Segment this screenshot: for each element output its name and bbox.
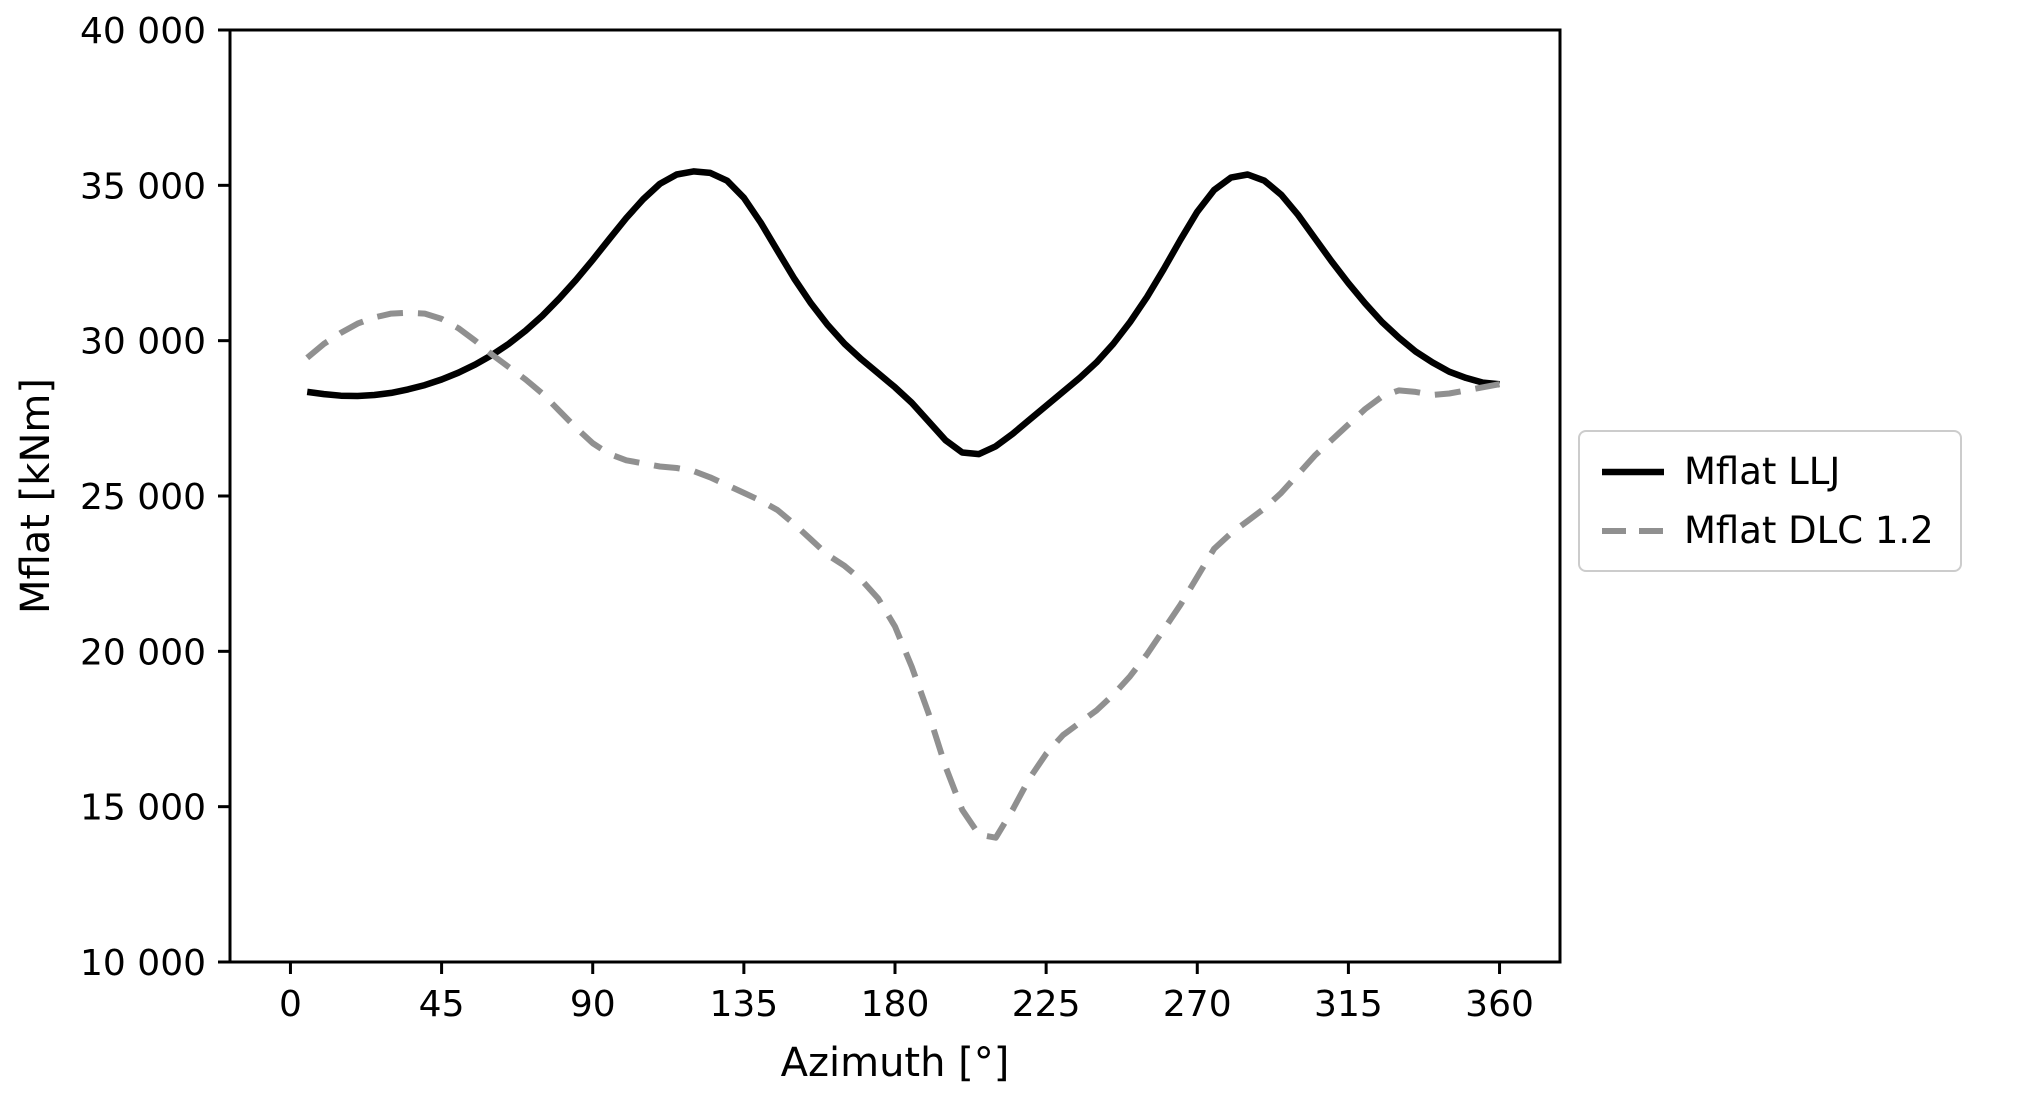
x-tick-label: 135 <box>710 984 779 1025</box>
y-axis-label: Mflat [kNm] <box>13 378 59 614</box>
legend-label: Mflat LLJ <box>1684 450 1841 493</box>
y-tick-label: 10 000 <box>80 943 206 984</box>
series-line-mflat-dlc-1-2 <box>305 309 1501 841</box>
x-tick-label: 225 <box>1012 984 1081 1025</box>
y-tick-label: 20 000 <box>80 632 206 673</box>
legend-item-mflat-llj: Mflat LLJ <box>1600 450 1934 493</box>
legend-item-mflat-dlc: Mflat DLC 1.2 <box>1600 509 1934 552</box>
legend-label: Mflat DLC 1.2 <box>1684 509 1934 552</box>
x-tick-label: 315 <box>1314 984 1383 1025</box>
y-tick-label: 25 000 <box>80 477 206 518</box>
x-tick-label: 0 <box>279 984 302 1025</box>
y-tick-label: 40 000 <box>80 11 206 52</box>
x-tick-label: 180 <box>861 984 930 1025</box>
legend-dashed-line-icon <box>1602 527 1664 534</box>
x-tick-label: 45 <box>419 984 465 1025</box>
y-tick-label: 30 000 <box>80 322 206 363</box>
y-tick-label: 35 000 <box>80 166 206 207</box>
x-tick-label: 270 <box>1163 984 1232 1025</box>
series-line-mflat-llj <box>306 168 1500 458</box>
legend: Mflat LLJ Mflat DLC 1.2 <box>1578 430 1962 572</box>
x-tick-label: 360 <box>1465 984 1534 1025</box>
y-tick-label: 15 000 <box>80 788 206 829</box>
plot-border <box>228 28 1562 964</box>
legend-solid-line-icon <box>1602 468 1664 475</box>
plot-area: 0 45 90 135 180 225 270 315 360 10 000 15 000 20 00… <box>80 11 1562 1025</box>
x-tick-label: 90 <box>570 984 616 1025</box>
x-axis-label: Azimuth [°] <box>780 1040 1010 1086</box>
